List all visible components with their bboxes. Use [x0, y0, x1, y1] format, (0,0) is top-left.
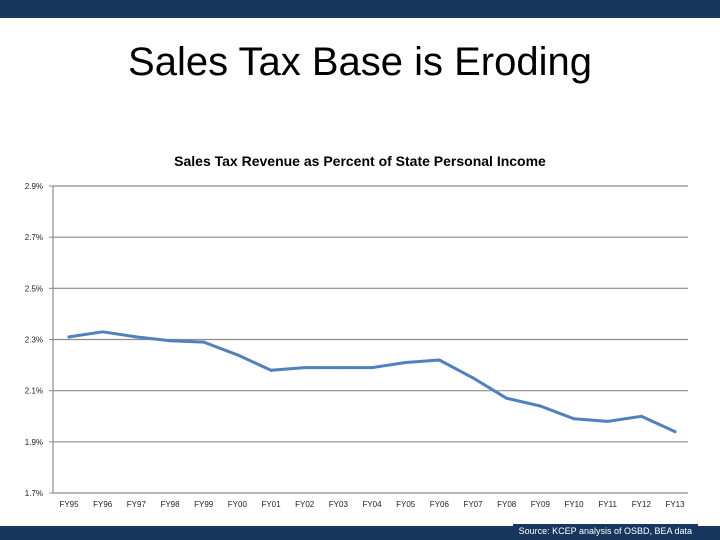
x-tick-label: FY00	[228, 500, 248, 509]
top-accent-band	[0, 0, 720, 18]
chart-title: Sales Tax Revenue as Percent of State Pe…	[174, 153, 546, 169]
data-point	[404, 361, 408, 365]
data-point	[269, 368, 273, 372]
data-point	[202, 340, 206, 344]
y-tick-label: 2.3%	[25, 336, 43, 345]
data-point	[673, 430, 677, 434]
series-line	[67, 330, 677, 434]
x-tick-label: FY05	[396, 500, 416, 509]
x-tick-label: FY10	[564, 500, 584, 509]
data-point	[538, 404, 542, 408]
data-point	[67, 335, 71, 339]
x-tick-label: FY95	[59, 500, 79, 509]
data-point	[101, 330, 105, 334]
data-point	[437, 358, 441, 362]
x-tick-label: FY11	[598, 500, 617, 509]
data-point	[606, 419, 610, 423]
x-tick-labels: FY95 FY96 FY97 FY98 FY99 FY00 FY01 FY02 FY03 FY04…	[59, 500, 685, 509]
y-tick-label: 2.7%	[25, 233, 43, 242]
x-tick-label: FY03	[329, 500, 349, 509]
gridlines	[53, 185, 688, 443]
data-point	[639, 414, 643, 418]
y-tick-label: 1.9%	[25, 438, 43, 447]
x-tick-label: FY07	[463, 500, 483, 509]
data-point	[235, 353, 239, 357]
data-point	[572, 417, 576, 421]
data-point	[134, 335, 138, 339]
y-tick-labels: 1.7% 1.9% 2.1% 2.3% 2.5% 2.7% 2.9%	[25, 182, 43, 498]
slide-title: Sales Tax Base is Eroding	[128, 40, 592, 84]
data-point	[370, 366, 374, 370]
x-tick-label: FY12	[632, 500, 652, 509]
axes	[49, 185, 688, 494]
x-tick-label: FY01	[261, 500, 281, 509]
y-tick-label: 2.1%	[25, 387, 43, 396]
data-point	[168, 339, 172, 343]
x-tick-label: FY99	[194, 500, 214, 509]
y-tick-label: 1.7%	[25, 489, 43, 498]
x-tick-label: FY13	[665, 500, 685, 509]
x-tick-label: FY09	[531, 500, 551, 509]
x-tick-label: FY97	[127, 500, 147, 509]
series	[67, 330, 677, 434]
x-tick-label: FY98	[160, 500, 180, 509]
data-point	[471, 376, 475, 380]
x-tick-label: FY04	[362, 500, 382, 509]
x-tick-label: FY02	[295, 500, 315, 509]
x-tick-label: FY08	[497, 500, 517, 509]
x-tick-label: FY06	[430, 500, 450, 509]
data-point	[336, 366, 340, 370]
data-point	[303, 366, 307, 370]
y-tick-label: 2.9%	[25, 182, 43, 191]
data-point	[505, 396, 509, 400]
x-tick-label: FY96	[93, 500, 113, 509]
y-tick-label: 2.5%	[25, 284, 43, 293]
source-note: Source: KCEP analysis of OSBD, BEA data	[512, 524, 698, 538]
